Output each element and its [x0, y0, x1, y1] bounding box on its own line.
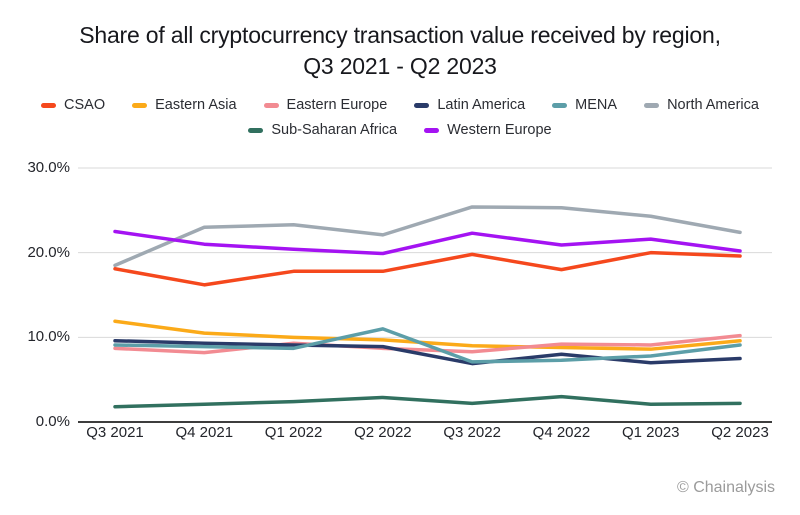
legend-item-north-america: North America [644, 97, 759, 113]
legend-row-1: CSAO Eastern Asia Eastern Europe Latin Amer… [41, 97, 759, 113]
legend-label: CSAO [64, 97, 106, 114]
series-line-latin-america [113, 338, 742, 366]
legend-swatch-eastern-asia [132, 102, 148, 108]
legend-item-western-europe: Western Europe [424, 122, 552, 138]
legend-item-eastern-asia: Eastern Asia [132, 97, 237, 114]
x-tick-label: Q4 2021 [175, 424, 234, 441]
legend-label: Eastern Europe [286, 97, 388, 114]
legend-label: Western Europe [447, 122, 552, 139]
x-tick-label: Q3 2022 [443, 424, 501, 441]
x-tick-label: Q2 2023 [711, 424, 769, 441]
x-tick-label: Q1 2023 [621, 424, 680, 441]
legend-label: Sub-Saharan Africa [271, 122, 398, 139]
legend-label: Eastern Asia [155, 97, 237, 114]
plot-svg [78, 167, 772, 423]
legend-swatch-latin-america [414, 102, 430, 108]
y-tick-label: 0.0% [35, 413, 70, 430]
legend-swatch-mena [552, 102, 568, 108]
y-tick-label: 20.0% [27, 243, 70, 261]
legend-label: Latin America [437, 97, 526, 114]
legend-item-csao: CSAO [41, 97, 105, 113]
series-line-north-america [113, 205, 742, 268]
series-line-mena [113, 327, 742, 364]
legend-item-sub-saharan-africa: Sub-Saharan Africa [248, 122, 397, 138]
y-tick-label: 30.0% [27, 158, 70, 176]
title-line-2: Q3 2021 - Q2 2023 [303, 53, 497, 80]
legend-swatch-sub-saharan-africa [248, 127, 264, 133]
legend-swatch-csao [41, 102, 57, 108]
legend-swatch-eastern-europe [263, 102, 279, 108]
legend-item-eastern-europe: Eastern Europe [263, 97, 388, 114]
legend-item-latin-america: Latin America [414, 97, 525, 113]
legend: CSAO Eastern Asia Eastern Europe Latin Amer… [0, 97, 800, 138]
title-line-1: Share of all cryptocurrency transaction … [79, 22, 721, 48]
x-tick-label: Q4 2022 [532, 424, 591, 441]
legend-swatch-north-america [644, 102, 660, 108]
y-tick-label: 10.0% [27, 328, 70, 346]
legend-label: North America [667, 97, 759, 114]
x-tick-label: Q3 2021 [86, 424, 144, 441]
legend-label: MENA [575, 97, 618, 114]
legend-item-mena: MENA [552, 97, 617, 113]
series-line-eastern-asia [113, 319, 742, 351]
footer-credit: © Chainalysis [676, 479, 775, 496]
series-line-sub-saharan-africa [113, 394, 742, 409]
series-line-eastern-europe [113, 333, 742, 355]
legend-swatch-western-europe [424, 127, 440, 133]
page-title: Share of all cryptocurrency transaction … [0, 20, 800, 82]
x-tick-label: Q1 2022 [264, 424, 323, 441]
x-tick-label: Q2 2022 [354, 424, 412, 441]
series-line-csao [113, 250, 742, 287]
series-line-western-europe [113, 229, 742, 256]
plot-area: 0.0% 10.0% 20.0% 30.0% Q3 2021 Q4 2021 Q1 2022… [0, 150, 800, 470]
legend-row-2: Sub-Saharan Africa Western Europe [248, 122, 552, 138]
